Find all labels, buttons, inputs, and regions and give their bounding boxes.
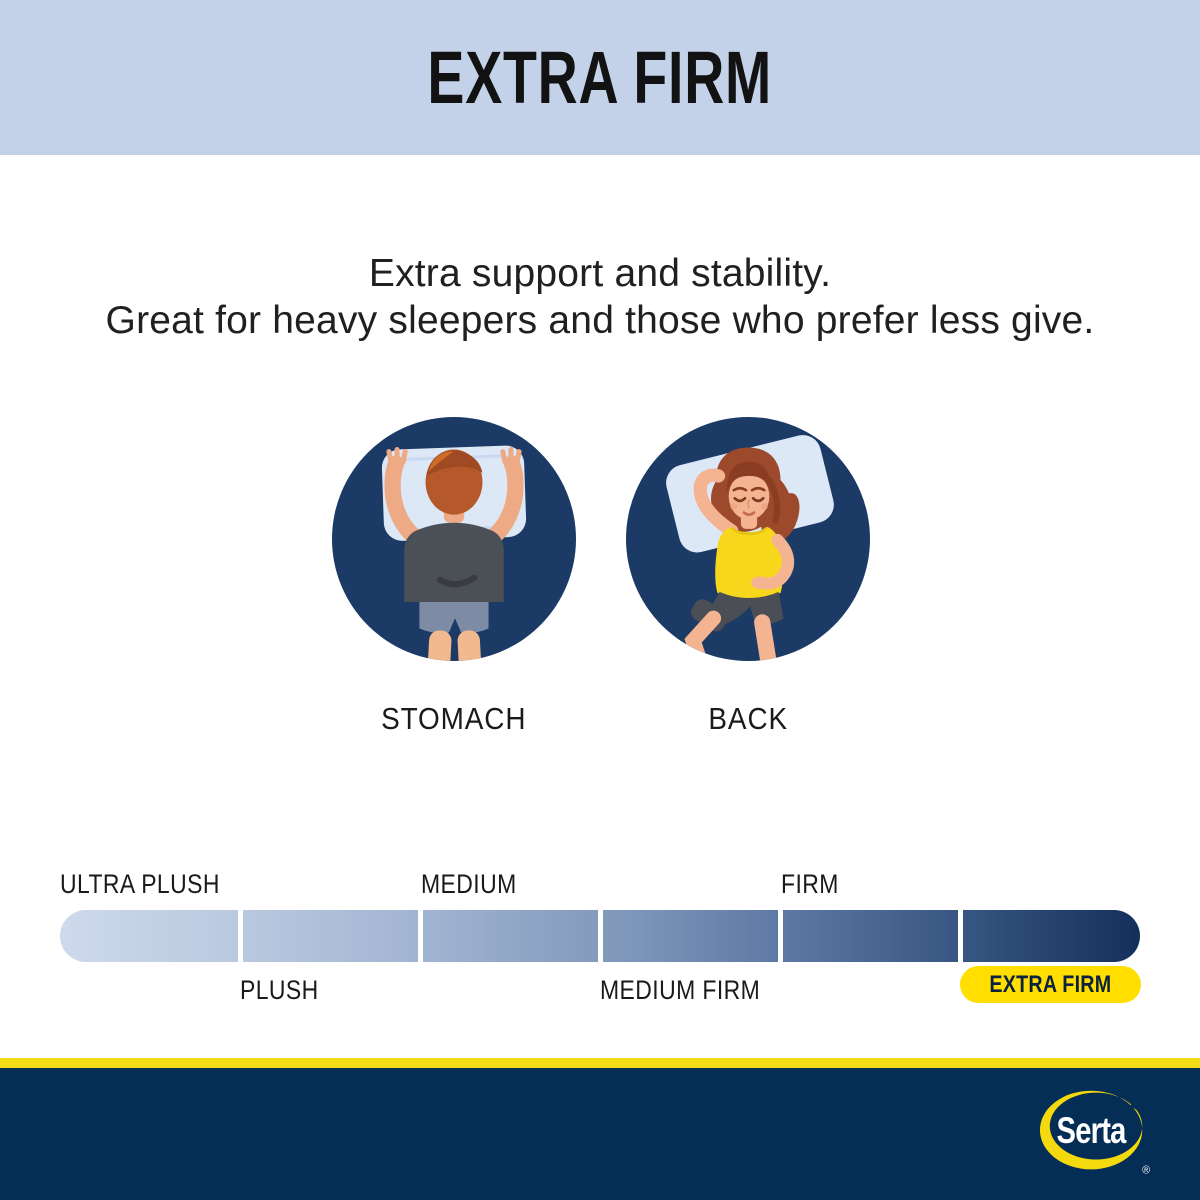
serta-wordmark: Serta: [1057, 1110, 1127, 1151]
t-shirt: [404, 522, 504, 603]
scale-label-medium-firm: MEDIUM FIRM: [600, 975, 761, 1005]
back-sleeper-illustration: [626, 417, 870, 661]
lower-arm: [751, 533, 795, 590]
firmness-scale-bar: [60, 910, 1140, 962]
segment-divider: [957, 910, 963, 962]
stomach-label: STOMACH: [381, 701, 527, 736]
selected-level-badge: EXTRA FIRM: [960, 966, 1141, 1003]
back-sleeper-figure: [626, 417, 870, 661]
description-line-1: Extra support and stability.: [368, 252, 832, 295]
header-banner: EXTRA FIRM: [0, 0, 1200, 155]
serta-logo-icon: Serta ®: [1039, 1090, 1150, 1176]
footer-bar: Serta ®: [0, 1068, 1200, 1200]
description-line-2: Great for heavy sleepers and those who p…: [105, 299, 1095, 342]
scale-label-firm: FIRM: [781, 869, 839, 899]
face: [726, 461, 772, 529]
segment-divider: [237, 910, 243, 962]
raised-arm: [693, 468, 739, 538]
segment-divider: [417, 910, 423, 962]
scale-label-medium: MEDIUM: [421, 869, 517, 899]
footer-accent-stripe: [0, 1058, 1200, 1068]
head: [425, 449, 483, 523]
segment-divider: [777, 910, 783, 962]
serta-logo: Serta ®: [1036, 1084, 1156, 1180]
page-title: EXTRA FIRM: [427, 36, 773, 119]
stomach-sleeper-figure: [332, 417, 576, 661]
segment-divider: [597, 910, 603, 962]
legs: [684, 610, 779, 661]
selected-level-label: EXTRA FIRM: [989, 970, 1112, 998]
scale-label-plush: PLUSH: [240, 975, 319, 1005]
legs: [427, 630, 482, 661]
registered-mark: ®: [1142, 1164, 1150, 1176]
scale-label-ultra-plush: ULTRA PLUSH: [60, 869, 220, 899]
stomach-sleeper-illustration: [332, 417, 576, 661]
back-label: BACK: [708, 701, 788, 736]
shorts: [419, 602, 489, 634]
description: Extra support and stability. Great for h…: [0, 250, 1200, 344]
